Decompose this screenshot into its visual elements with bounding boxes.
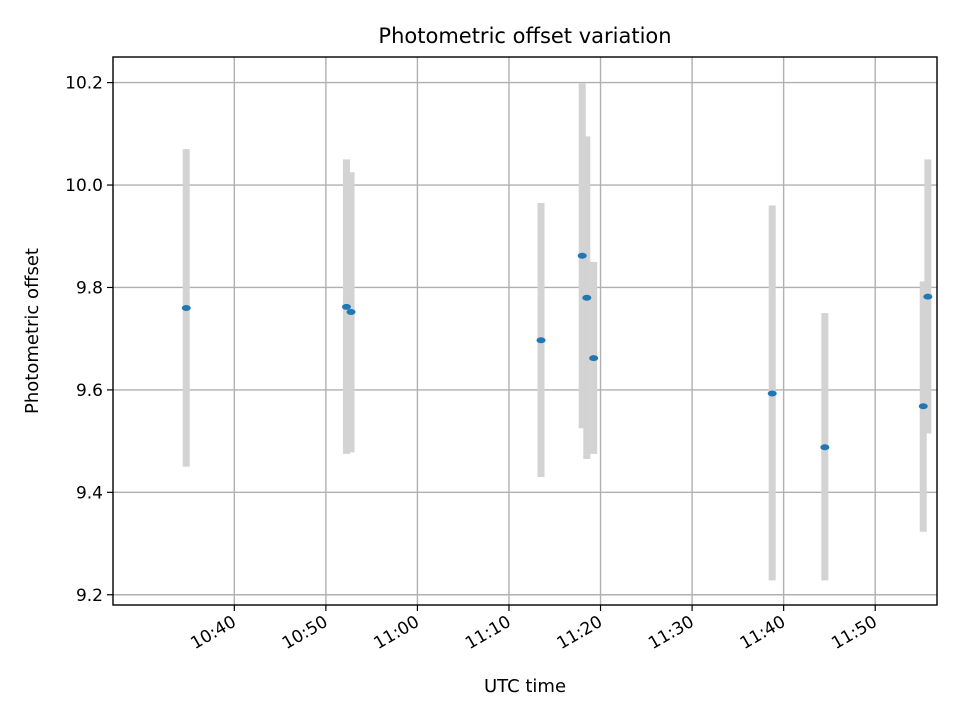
data-point	[346, 309, 356, 316]
data-point	[536, 337, 546, 344]
x-axis-title: UTC time	[484, 676, 566, 697]
y-tick-label: 9.2	[76, 586, 103, 606]
y-axis-ticks: 9.2 9.4 9.6 9.8 10.0 10.2	[65, 74, 113, 606]
x-tick-label: 11:10	[462, 612, 514, 654]
data-point	[582, 294, 592, 301]
y-tick-label: 9.8	[76, 278, 103, 298]
error-bars	[182, 83, 932, 581]
x-tick-label: 11:40	[737, 612, 789, 654]
chart-title: Photometric offset variation	[378, 24, 671, 48]
plot-frame	[112, 56, 938, 606]
y-tick-label: 10.0	[65, 176, 103, 196]
x-tick-label: 11:20	[554, 612, 606, 654]
x-tick-label: 10:40	[187, 612, 239, 654]
x-tick-label: 11:30	[645, 612, 697, 654]
x-tick-label: 10:50	[279, 612, 331, 654]
data-point	[767, 390, 777, 397]
y-axis-title: Photometric offset	[22, 248, 43, 414]
data-point	[589, 355, 599, 362]
data-point	[820, 444, 830, 451]
data-point	[577, 252, 587, 259]
x-tick-label: 11:50	[828, 612, 880, 654]
data-points	[181, 252, 933, 451]
data-point	[918, 403, 928, 410]
data-point	[923, 293, 933, 300]
grid	[113, 57, 937, 605]
x-tick-label: 11:00	[370, 612, 422, 654]
y-tick-label: 10.2	[65, 74, 103, 94]
y-tick-label: 9.4	[76, 483, 103, 503]
x-axis-ticks: 10:40 10:50 11:00 11:10 11:20 11:30 11:40 11:50	[187, 605, 881, 654]
data-point	[341, 303, 351, 310]
y-tick-label: 9.6	[76, 381, 103, 401]
data-point	[181, 304, 191, 311]
